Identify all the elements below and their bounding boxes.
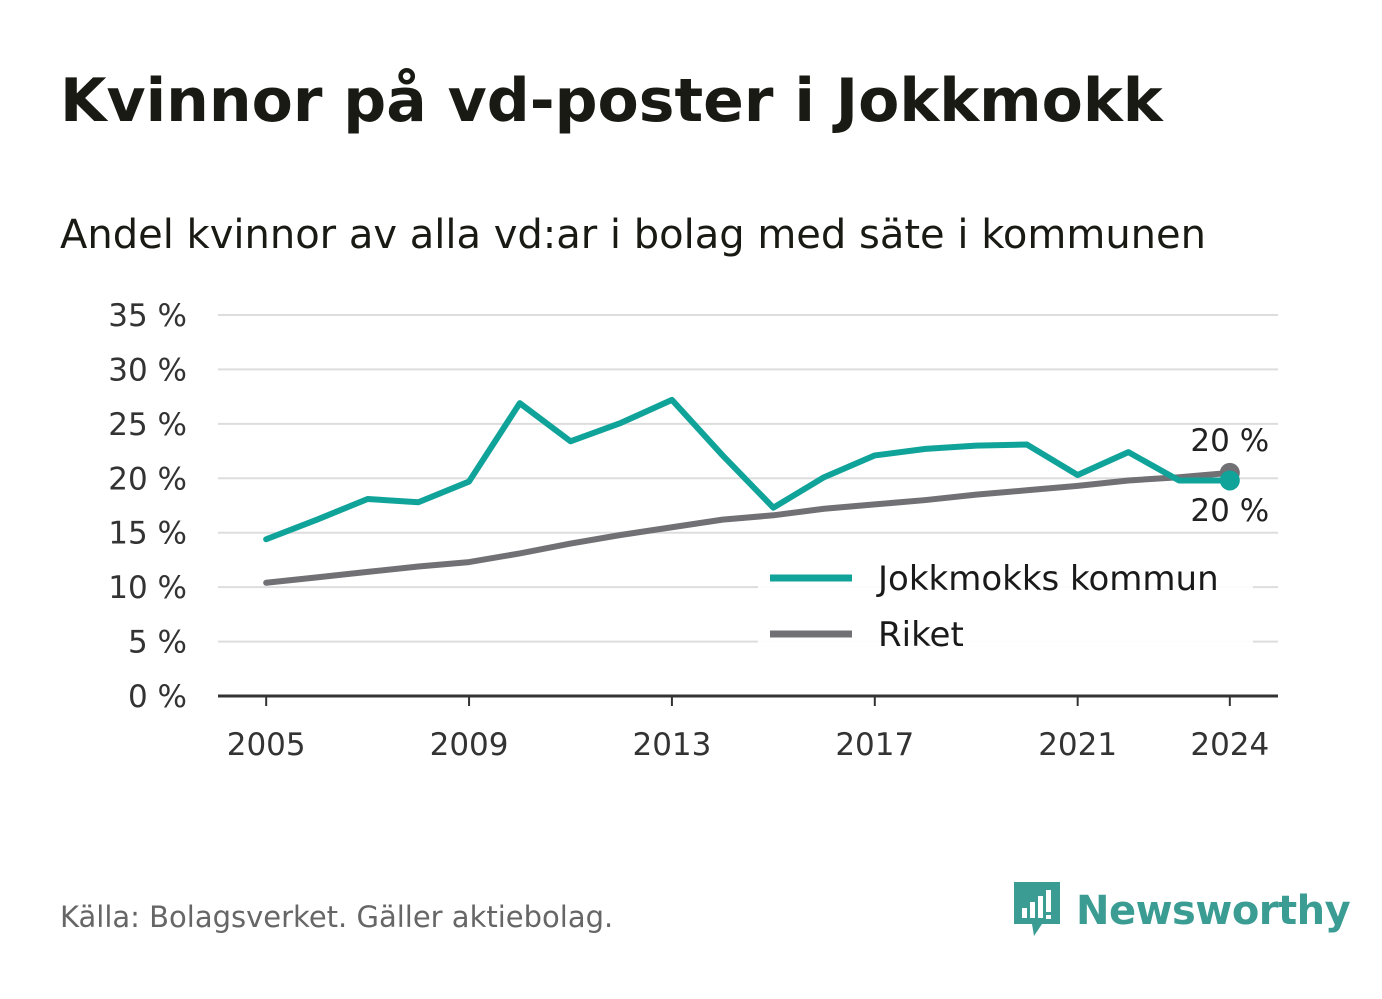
series-lines: [263, 396, 1240, 586]
line-chart: 0 %5 %10 %15 %20 %25 %30 %35 % 2005 2009 2…: [108, 298, 1278, 763]
y-tick-label: 0 %: [128, 679, 187, 715]
x-tick-label: 2021: [1038, 727, 1117, 763]
chart-subtitle: Andel kvinnor av alla vd:ar i bolag med …: [60, 212, 1206, 258]
source-note: Källa: Bolagsverket. Gäller aktiebolag.: [60, 900, 614, 934]
x-tick-label: 2009: [430, 727, 509, 763]
y-axis-ticks: 0 % 5 % 10 % 15 % 20 % 25 % 30 % 35 %: [108, 298, 187, 715]
series-line: [263, 396, 1233, 543]
end-labels: 20 % 20 %: [1190, 423, 1269, 529]
end-label-riket: 20 %: [1190, 423, 1269, 459]
y-tick-label: 5 %: [128, 625, 187, 661]
newsworthy-logo-icon: [1010, 878, 1064, 944]
grid-lines: [218, 314, 1278, 643]
y-tick-label: 35 %: [108, 298, 187, 334]
legend: Jokkmokks kommun Riket: [758, 550, 1253, 665]
x-tick-label: 2024: [1190, 727, 1269, 763]
series-end-point: [1219, 470, 1240, 491]
y-tick-label: 20 %: [108, 461, 187, 497]
newsworthy-brand[interactable]: Newsworthy: [1010, 878, 1351, 944]
x-tick-label: 2005: [227, 727, 306, 763]
legend-background: [758, 550, 1253, 665]
y-tick-label: 30 %: [108, 352, 187, 388]
y-tick-label: 15 %: [108, 516, 187, 552]
series-line: [263, 469, 1233, 586]
brand-name: Newsworthy: [1076, 888, 1351, 934]
x-tick-label: 2017: [835, 727, 914, 763]
legend-label: Jokkmokks kommun: [876, 559, 1219, 599]
legend-label: Riket: [878, 615, 964, 655]
chart-title: Kvinnor på vd-poster i Jokkmokk: [60, 66, 1163, 136]
y-tick-label: 25 %: [108, 407, 187, 443]
x-tick-label: 2013: [632, 727, 711, 763]
x-axis-ticks: 2005 2009 2013 2017 2021 2024: [227, 696, 1269, 763]
y-tick-label: 10 %: [108, 570, 187, 606]
end-label-jokkmokk: 20 %: [1190, 493, 1269, 529]
